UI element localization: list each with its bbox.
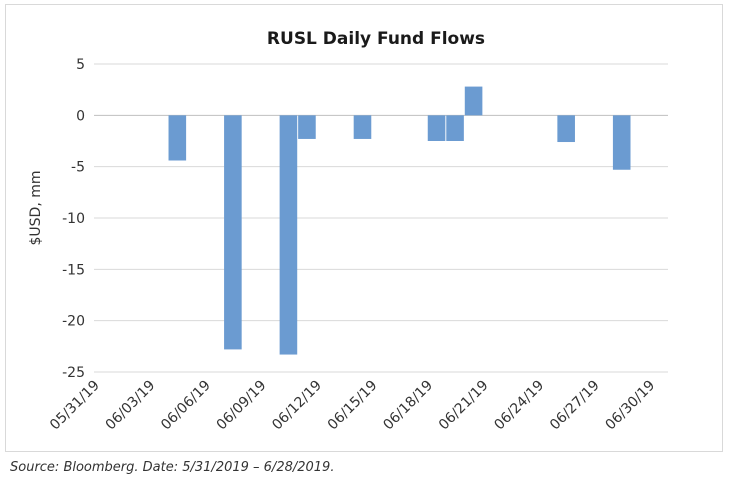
- y-axis-ticks: 5 0 -5 -10 -15 -20 -25: [62, 57, 85, 381]
- x-tick-label: 05/31/19: [47, 378, 103, 434]
- bar: [427, 115, 446, 141]
- bar: [353, 115, 372, 139]
- y-tick-label: -15: [62, 262, 85, 278]
- x-axis-ticks: 05/31/19 06/03/19 06/06/19 06/09/19 06/12/19…: [47, 378, 658, 434]
- x-tick-label: 06/27/19: [547, 378, 603, 434]
- bar: [557, 115, 575, 143]
- y-tick-label: -5: [71, 160, 85, 176]
- chart-frame: RUSL Daily Fund Flows 5 0 -5 -10 -15 -20 -25 0…: [5, 4, 723, 452]
- bar: [168, 115, 187, 161]
- chart-title: RUSL Daily Fund Flows: [267, 29, 485, 49]
- source-note: Source: Bloomberg. Date: 5/31/2019 – 6/2…: [10, 460, 335, 475]
- y-tick-label: -25: [62, 365, 85, 381]
- bar: [612, 115, 631, 170]
- x-tick-label: 06/24/19: [491, 378, 547, 434]
- x-tick-label: 06/21/19: [436, 378, 492, 434]
- bars: [168, 86, 631, 355]
- y-tick-label: -10: [62, 211, 85, 227]
- x-tick-label: 06/30/19: [603, 378, 659, 434]
- bar: [464, 86, 483, 116]
- x-tick-label: 06/09/19: [214, 378, 270, 434]
- bar: [279, 115, 298, 355]
- bar: [446, 115, 464, 141]
- bar-chart: RUSL Daily Fund Flows 5 0 -5 -10 -15 -20 -25 0…: [28, 29, 668, 434]
- y-tick-label: -20: [62, 314, 85, 330]
- x-tick-label: 06/03/19: [103, 378, 159, 434]
- y-tick-label: 5: [76, 57, 85, 73]
- x-tick-label: 06/12/19: [269, 378, 325, 434]
- x-tick-label: 06/06/19: [158, 378, 214, 434]
- x-tick-label: 06/15/19: [325, 378, 381, 434]
- y-axis-label: $USD, mm: [28, 171, 44, 246]
- bar: [224, 115, 242, 350]
- bar: [298, 115, 316, 139]
- gridlines: [94, 63, 668, 373]
- y-tick-label: 0: [76, 108, 85, 124]
- x-tick-label: 06/18/19: [380, 378, 436, 434]
